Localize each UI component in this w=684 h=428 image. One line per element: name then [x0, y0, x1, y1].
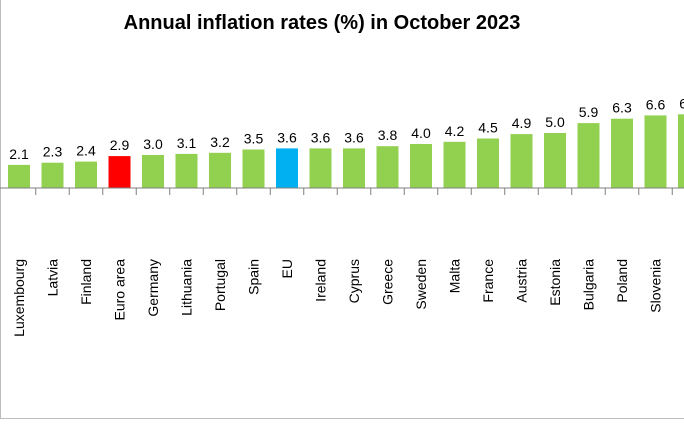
tick-label-estonia: Estonia [547, 259, 563, 306]
bar-sweden [410, 144, 432, 188]
value-label-bulgaria: 5.9 [579, 104, 599, 120]
value-label-slovenia: 6.6 [646, 96, 666, 112]
tick-label-lithuania: Lithuania [179, 259, 195, 316]
value-label-lithuania: 3.1 [177, 135, 197, 151]
value-label-estonia: 5.0 [545, 114, 565, 130]
bar-spain [242, 149, 265, 188]
value-label-germany: 3.0 [143, 136, 163, 152]
tick-label-croatia: Croatia [681, 259, 684, 304]
bar-france [477, 138, 499, 188]
tick-label-germany: Germany [145, 259, 161, 317]
value-label-sweden: 4.0 [411, 125, 431, 141]
value-label-cyprus: 3.6 [344, 129, 364, 145]
tick-label-malta: Malta [447, 259, 463, 293]
value-label-spain: 3.5 [244, 131, 264, 147]
bar-portugal [209, 152, 231, 188]
value-label-ireland: 3.6 [311, 129, 331, 145]
bar-bulgaria [577, 123, 600, 188]
bar-germany [142, 155, 164, 188]
value-label-finland: 2.4 [76, 143, 96, 159]
value-label-greece: 3.8 [378, 127, 398, 143]
tick-label-portugal: Portugal [212, 259, 228, 311]
bar-latvia [41, 162, 64, 188]
value-label-poland: 6.3 [612, 100, 632, 116]
bar-eu [276, 148, 298, 188]
tick-label-latvia: Latvia [45, 259, 61, 297]
value-label-croatia: 6.7 [679, 95, 684, 111]
bar-lithuania [175, 153, 198, 188]
bar-cyprus [343, 148, 365, 188]
bar-poland [611, 118, 633, 188]
tick-label-austria: Austria [514, 259, 530, 303]
tick-label-eu: EU [279, 259, 295, 278]
chart-border-bottom [0, 418, 684, 419]
bar-malta [443, 141, 466, 188]
tick-label-euro-area: Euro area [112, 259, 128, 321]
tick-label-ireland: Ireland [313, 259, 329, 302]
tick-label-cyprus: Cyprus [346, 259, 362, 303]
tick-label-sweden: Sweden [413, 259, 429, 310]
bar-estonia [544, 133, 566, 188]
tick-label-poland: Poland [614, 259, 630, 303]
value-label-malta: 4.2 [445, 123, 465, 139]
bar-euro-area [108, 156, 131, 188]
bar-ireland [309, 148, 332, 188]
value-label-eu: 3.6 [277, 129, 297, 145]
chart-border-left [0, 0, 1, 418]
tick-label-bulgaria: Bulgaria [581, 259, 597, 311]
tick-label-finland: Finland [78, 259, 94, 305]
bar-austria [510, 134, 533, 188]
value-label-euro-area: 2.9 [110, 137, 130, 153]
chart-title: Annual inflation rates (%) in October 20… [123, 12, 521, 34]
value-label-france: 4.5 [478, 120, 498, 136]
bar-croatia [678, 114, 684, 188]
value-label-portugal: 3.2 [210, 134, 230, 150]
value-label-austria: 4.9 [512, 115, 532, 131]
tick-label-spain: Spain [246, 259, 262, 295]
bar-greece [376, 146, 399, 188]
bar-finland [75, 161, 97, 188]
bar-luxembourg [8, 164, 30, 188]
bar-slovenia [644, 115, 667, 188]
tick-label-france: France [480, 259, 496, 303]
value-label-latvia: 2.3 [43, 144, 63, 160]
tick-label-slovenia: Slovenia [648, 259, 664, 313]
tick-label-luxembourg: Luxembourg [11, 259, 27, 337]
tick-label-greece: Greece [380, 259, 396, 305]
value-label-luxembourg: 2.1 [9, 146, 29, 162]
